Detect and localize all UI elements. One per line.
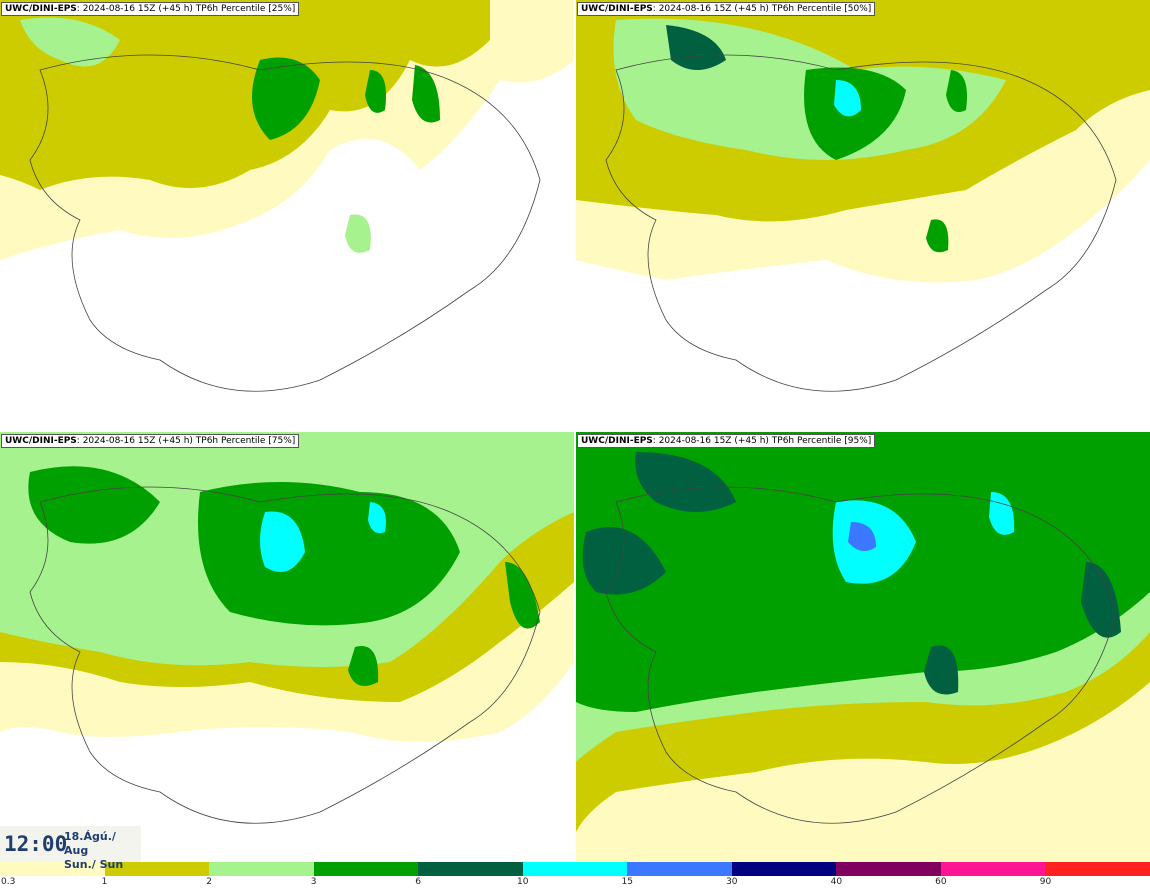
legend-bin bbox=[940, 862, 1046, 876]
panel-title: UWC/DINI-EPS: 2024-08-16 15Z (+45 h) TP6… bbox=[1, 434, 300, 448]
legend-tick-label: 1 bbox=[101, 877, 108, 887]
precip-map-p50 bbox=[576, 0, 1150, 430]
legend-tick-label: 10 bbox=[516, 877, 529, 887]
legend-bin bbox=[522, 862, 628, 876]
legend-tick-label: 2 bbox=[206, 877, 212, 887]
legend-tick-label: 6 bbox=[415, 877, 422, 887]
precip-map-p75 bbox=[0, 432, 574, 862]
legend-bin bbox=[1045, 862, 1150, 876]
precip-map-p25 bbox=[0, 0, 574, 430]
panel-title: UWC/DINI-EPS: 2024-08-16 15Z (+45 h) TP6… bbox=[1, 2, 300, 16]
legend-bin bbox=[209, 862, 315, 876]
legend-bin bbox=[313, 862, 419, 876]
legend-bin bbox=[0, 862, 106, 876]
map-panel-p75: UWC/DINI-EPS: 2024-08-16 15Z (+45 h) TP6… bbox=[0, 432, 574, 862]
legend-bin bbox=[104, 862, 210, 876]
legend-tick-label: 3 bbox=[310, 877, 317, 887]
legend-tick-label: 90 bbox=[1039, 877, 1052, 887]
legend-bin bbox=[731, 862, 837, 876]
panel-title: UWC/DINI-EPS: 2024-08-16 15Z (+45 h) TP6… bbox=[577, 434, 876, 448]
legend-bin bbox=[627, 862, 733, 876]
legend-tick-label: 40 bbox=[830, 877, 843, 887]
legend-tick-label: 15 bbox=[621, 877, 633, 887]
legend-tick-label: 0.3 bbox=[1, 877, 16, 887]
legend-tick-label: 60 bbox=[935, 877, 947, 887]
panel-title: UWC/DINI-EPS: 2024-08-16 15Z (+45 h) TP6… bbox=[577, 2, 876, 16]
valid-date-line1: 18.Ágú./ Aug bbox=[64, 830, 116, 857]
map-panel-p95: UWC/DINI-EPS: 2024-08-16 15Z (+45 h) TP6… bbox=[576, 432, 1150, 862]
legend-bin bbox=[836, 862, 942, 876]
legend-bin bbox=[418, 862, 524, 876]
valid-time: 12:00 bbox=[4, 832, 68, 856]
valid-time-box: 12:00 18.Ágú./ Aug Sun./ Sun bbox=[0, 826, 141, 871]
map-panel-p50: UWC/DINI-EPS: 2024-08-16 15Z (+45 h) TP6… bbox=[576, 0, 1150, 430]
precip-map-p95 bbox=[576, 432, 1150, 862]
valid-date: 18.Ágú./ Aug Sun./ Sun bbox=[64, 830, 141, 872]
color-legend: 0.3 1 2 3 6 10 15 30 40 60 90 bbox=[0, 862, 1150, 891]
map-panel-p25: UWC/DINI-EPS: 2024-08-16 15Z (+45 h) TP6… bbox=[0, 0, 574, 430]
valid-date-line2: Sun./ Sun bbox=[64, 858, 124, 871]
legend-tick-label: 30 bbox=[726, 877, 738, 887]
